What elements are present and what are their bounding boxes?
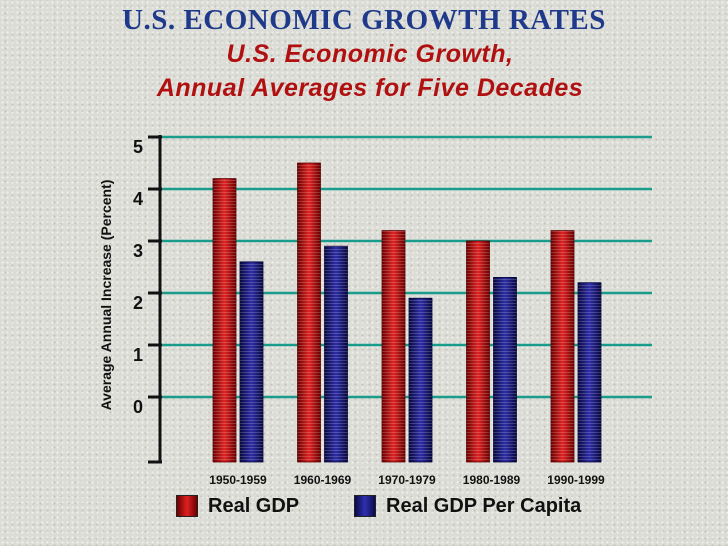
y-tick-label: 2 [133,293,143,313]
slide-title: U.S. ECONOMIC GROWTH RATES [122,4,606,36]
bar-texture [213,178,236,462]
legend-item-real-gdp: Real GDP [176,492,299,520]
y-tick-label: 4 [133,189,143,209]
y-tick-label: 1 [133,345,143,365]
x-tick-label: 1950-1959 [209,473,267,487]
y-axis-title: Average Annual Increase (Percent) [98,180,114,411]
bar-texture [493,277,517,462]
bar-texture [324,246,348,462]
bar-texture [466,241,490,462]
bar-texture [578,282,601,462]
legend-item-per-capita: Real GDP Per Capita [354,492,581,520]
chart-title-line2: Annual Averages for Five Decades [156,74,584,102]
legend-swatch-real-gdp [176,495,198,517]
y-tick-label: 0 [133,397,143,417]
x-tick-label: 1990-1999 [547,473,605,487]
bar-texture [297,163,321,462]
chart-title-line1: U.S. Economic Growth, [226,40,514,68]
y-tick-label: 5 [133,137,143,157]
bar-texture [382,230,405,462]
bar-texture [409,298,432,462]
x-tick-label: 1960-1969 [294,473,352,487]
bar-texture [240,261,263,462]
bar-texture [551,230,574,462]
y-tick-label: 3 [133,241,143,261]
legend-label-real-gdp: Real GDP [208,494,300,517]
x-tick-label: 1980-1989 [463,473,521,487]
legend-swatch-per-capita [354,495,376,517]
legend-label-per-capita: Real GDP Per Capita [386,494,582,517]
x-tick-label: 1970-1979 [378,473,436,487]
